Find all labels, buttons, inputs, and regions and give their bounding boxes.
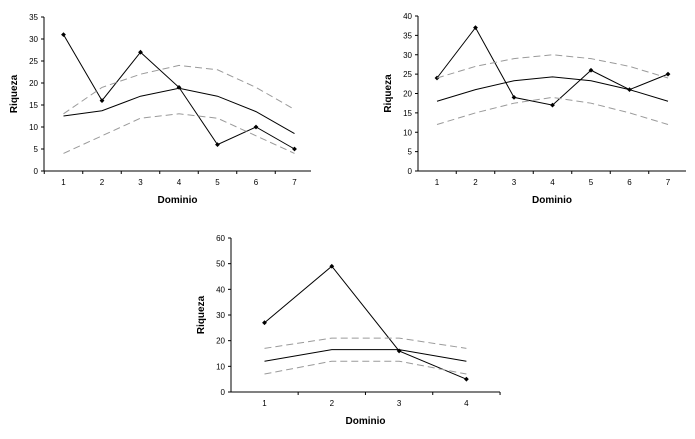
x-tick-label: 2 [100,178,105,187]
data-point-marker [176,85,182,90]
y-tick-label: 15 [403,109,412,118]
x-axis-title: Dominio [158,195,198,206]
series-line-expected [436,76,669,102]
x-tick-label: 4 [550,178,555,187]
series-line-upper-bound [264,337,467,349]
x-tick-label: 2 [473,178,478,187]
data-point-marker [292,146,297,152]
x-tick-label: 1 [61,178,66,187]
chart-3: 0 10 20 30 40 50 60 1 2 3 4 Dominio Riqueza [196,234,501,427]
x-tick-label: 6 [627,178,632,187]
x-tick-label: 3 [512,178,517,187]
data-point-marker [253,124,259,130]
x-tick-label: 3 [138,178,143,187]
y-tick-label: 5 [34,145,39,154]
chart-2: 0 5 10 15 20 25 30 35 40 1 2 3 4 5 6 7 Dominio Riqueza [383,12,686,206]
data-point-marker [138,49,143,55]
y-tick-label: 10 [29,123,38,132]
x-tick-label: 5 [215,178,220,187]
y-axis-title: Riqueza [9,74,20,113]
x-tick-label: 2 [330,399,335,408]
data-point-marker [262,320,267,326]
series-line-lower-bound [264,360,467,375]
x-tick-label: 7 [292,178,297,187]
data-point-marker [588,67,594,73]
series-line-lower-bound [436,96,669,125]
y-tick-label: 30 [216,311,225,320]
y-axis-title: Riqueza [383,74,394,113]
chart-1: 0 5 10 15 20 25 30 35 1 2 3 4 5 6 7 Dominio Riqueza [9,13,311,206]
y-tick-label: 35 [403,31,412,40]
x-tick-label: 5 [589,178,594,187]
x-tick-label: 4 [464,399,469,408]
y-tick-label: 30 [29,35,38,44]
data-point-marker [550,102,555,108]
y-axis-title: Riqueza [196,295,207,334]
series-line-expected [63,87,295,135]
x-tick-label: 4 [177,178,182,187]
y-tick-label: 35 [29,13,38,22]
y-tick-label: 25 [29,57,38,66]
y-tick-label: 10 [216,362,225,371]
series-line-observed [436,26,669,106]
data-point-marker [511,94,517,100]
y-tick-label: 60 [216,234,225,243]
data-point-marker [215,142,220,147]
y-tick-label: 20 [216,337,225,346]
series-line-upper-bound [63,64,295,115]
y-tick-label: 25 [403,70,412,79]
y-tick-label: 0 [408,167,413,176]
series-line-lower-bound [63,113,295,154]
y-tick-label: 20 [29,79,38,88]
data-point-marker [61,32,66,37]
data-point-marker [665,71,671,77]
series-line-expected [264,349,467,362]
x-tick-label: 3 [397,399,402,408]
data-point-marker [329,263,335,269]
x-tick-label: 6 [254,178,259,187]
y-tick-label: 40 [403,12,412,21]
y-tick-label: 0 [221,388,226,397]
data-point-marker [464,376,469,382]
series-line-observed [264,265,467,380]
y-tick-label: 30 [403,51,412,60]
series-line-upper-bound [436,54,669,79]
series-line-observed [63,34,295,150]
x-axis-title: Dominio [532,195,572,206]
y-tick-label: 40 [216,285,225,294]
y-tick-label: 0 [34,167,39,176]
y-tick-label: 5 [408,148,413,157]
y-tick-label: 20 [403,90,412,99]
y-tick-label: 50 [216,260,225,269]
data-point-marker [99,98,105,103]
x-axis-title: Dominio [346,416,386,427]
x-tick-label: 7 [666,178,671,187]
x-tick-label: 1 [262,399,267,408]
y-tick-label: 15 [29,101,38,110]
x-tick-label: 1 [435,178,440,187]
y-tick-label: 10 [403,128,412,137]
data-point-marker [473,25,478,31]
